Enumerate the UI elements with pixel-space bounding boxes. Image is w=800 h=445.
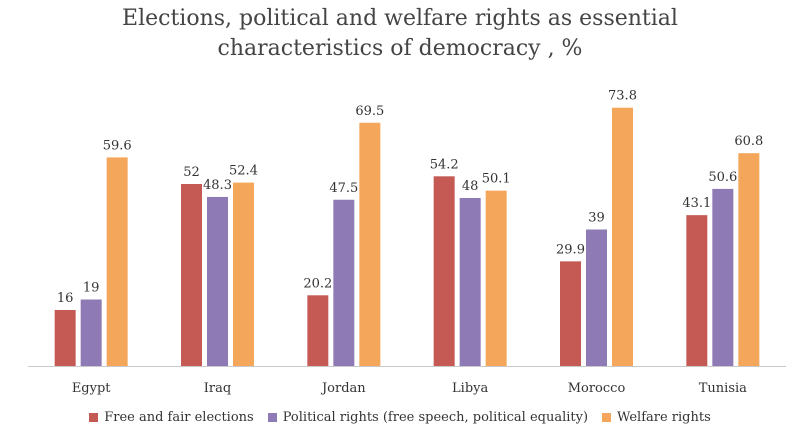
legend-swatch	[267, 413, 277, 422]
bar	[686, 215, 708, 366]
bar	[485, 190, 507, 366]
x-tick-label: Iraq	[204, 381, 231, 396]
legend-label: Political rights (free speech, political…	[282, 410, 589, 425]
data-label: 50.1	[482, 172, 511, 187]
bar	[106, 157, 128, 366]
legend-item-political-rights: Political rights (free speech, political…	[267, 410, 589, 425]
bar	[233, 182, 254, 366]
legend: Free and fair elections Political rights…	[0, 410, 800, 425]
bar	[181, 184, 202, 366]
bar	[54, 310, 76, 366]
legend-item-welfare-rights: Welfare rights	[602, 410, 711, 425]
bar	[433, 176, 455, 366]
legend-swatch	[89, 413, 99, 422]
x-tick-label: Jordan	[320, 381, 366, 396]
legend-label: Free and fair elections	[104, 410, 254, 425]
bar	[612, 107, 633, 366]
data-label: 16	[57, 291, 74, 306]
x-tick-label: Libya	[452, 381, 488, 396]
chart-title-line2: characteristics of democracy , %	[217, 36, 583, 61]
data-label: 69.5	[355, 104, 384, 119]
data-label: 52.4	[229, 164, 258, 179]
data-label: 48.3	[203, 178, 232, 193]
data-label: 43.1	[682, 196, 711, 211]
bar	[307, 295, 329, 366]
data-label: 50.6	[708, 170, 737, 185]
bar	[738, 153, 760, 366]
data-label: 47.5	[329, 181, 358, 196]
bar	[333, 199, 355, 366]
bar	[207, 196, 228, 366]
bar	[560, 261, 581, 366]
legend-label: Welfare rights	[617, 410, 711, 425]
data-label: 20.2	[303, 276, 332, 291]
x-tick-label: Morocco	[568, 381, 626, 396]
bar	[359, 122, 381, 366]
data-label: 29.9	[556, 242, 585, 257]
data-label: 48	[462, 179, 479, 194]
bar	[80, 299, 102, 366]
x-tick-label: Tunisia	[699, 381, 747, 396]
chart-title: Elections, political and welfare rights …	[0, 4, 800, 64]
chart-title-line1: Elections, political and welfare rights …	[122, 6, 678, 31]
bar	[712, 188, 734, 366]
x-tick-label: Egypt	[72, 381, 111, 396]
bar	[459, 198, 481, 366]
data-label: 60.8	[734, 134, 763, 149]
bar	[586, 229, 607, 366]
legend-swatch	[602, 413, 612, 422]
legend-item-free-and-fair-elections: Free and fair elections	[89, 410, 254, 425]
data-label: 54.2	[430, 157, 459, 172]
data-label: 73.8	[608, 89, 637, 104]
data-label: 59.6	[103, 138, 132, 153]
data-label: 39	[588, 211, 605, 226]
data-label: 19	[83, 281, 100, 296]
data-label: 52	[183, 165, 200, 180]
